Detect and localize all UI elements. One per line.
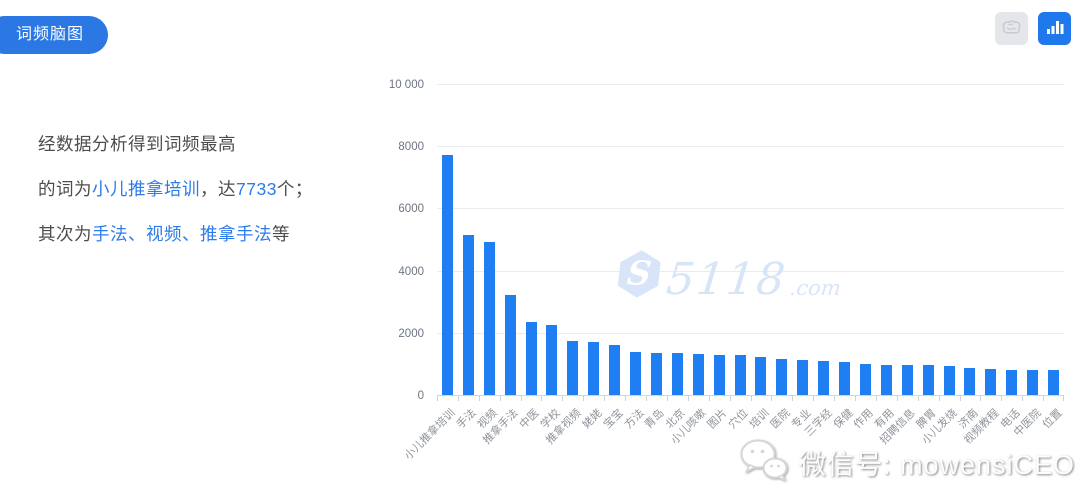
- x-axis-tick: [771, 396, 773, 401]
- text-segment: 的词为: [38, 179, 92, 199]
- bar[interactable]: [880, 364, 892, 395]
- bar[interactable]: [462, 234, 474, 395]
- bar[interactable]: [985, 368, 997, 395]
- bar[interactable]: [797, 360, 809, 395]
- bar[interactable]: [1027, 369, 1039, 395]
- gridline: [437, 332, 1064, 334]
- x-axis-tick: [666, 396, 668, 401]
- brain-icon: [1001, 19, 1022, 39]
- bar[interactable]: [525, 321, 537, 395]
- x-axis-tick: [457, 396, 459, 401]
- summary-line: 经数据分析得到词频最高: [38, 122, 313, 167]
- x-axis-tick: [499, 396, 501, 401]
- y-axis-label: 10 000: [388, 79, 424, 91]
- gridline: [437, 270, 1064, 272]
- wechat-watermark: 微信号: mowensiCEO: [738, 437, 1075, 488]
- bar[interactable]: [546, 325, 558, 395]
- bar-chart-view-button[interactable]: [1038, 12, 1071, 45]
- bar[interactable]: [609, 344, 621, 395]
- highlighted-keyword: 小儿推拿培训: [92, 179, 200, 199]
- bar[interactable]: [859, 363, 871, 395]
- highlighted-keyword: 手法、视频、推拿手法: [92, 224, 272, 244]
- x-axis-tick: [708, 396, 710, 401]
- summary-line: 其次为手法、视频、推拿手法等: [38, 212, 313, 257]
- bar[interactable]: [734, 354, 746, 395]
- x-axis-tick: [687, 396, 689, 401]
- y-axis-label: 4000: [398, 265, 424, 278]
- gridline: [437, 84, 1064, 85]
- x-axis-tick: [625, 396, 627, 401]
- x-axis-line: [437, 395, 1064, 396]
- x-axis-tick: [437, 396, 438, 401]
- x-axis-tick: [645, 396, 647, 401]
- analysis-summary: 经数据分析得到词频最高 的词为小儿推拿培训，达7733个； 其次为手法、视频、推拿手…: [38, 122, 313, 257]
- bar[interactable]: [713, 354, 725, 395]
- y-axis-label: 6000: [398, 203, 424, 216]
- wechat-icon: [738, 437, 790, 488]
- x-axis-tick: [854, 396, 856, 401]
- text-segment: 其次为: [38, 224, 92, 244]
- bar[interactable]: [922, 365, 934, 395]
- y-axis-label: 8000: [398, 141, 424, 154]
- summary-line: 的词为小儿推拿培训，达7733个；: [38, 167, 313, 212]
- x-axis-tick: [1043, 396, 1045, 401]
- x-axis-label: 位置: [1040, 407, 1065, 432]
- x-axis-tick: [959, 396, 961, 401]
- x-axis-tick: [1001, 396, 1003, 401]
- x-axis-tick: [750, 396, 752, 401]
- bar[interactable]: [1006, 369, 1018, 395]
- gridline: [437, 208, 1064, 210]
- x-axis-tick: [792, 396, 794, 401]
- brain-map-view-button[interactable]: [995, 12, 1028, 45]
- highlighted-keyword: 7733: [236, 179, 277, 199]
- y-axis-label: 2000: [398, 327, 424, 340]
- bar[interactable]: [504, 295, 516, 395]
- bar[interactable]: [755, 357, 767, 395]
- text-segment: ，达: [200, 179, 236, 199]
- bar[interactable]: [776, 358, 788, 395]
- x-axis-tick: [1022, 396, 1024, 401]
- x-axis-tick: [520, 396, 522, 401]
- bar[interactable]: [650, 352, 662, 395]
- gridline: [437, 146, 1064, 148]
- text-segment: 等: [272, 224, 290, 244]
- x-axis-tick: [562, 396, 564, 401]
- bar-chart-icon: [1046, 20, 1064, 38]
- x-axis-tick: [896, 396, 898, 401]
- panel-title-badge: 词频脑图: [0, 16, 109, 54]
- x-axis-tick: [1063, 396, 1064, 401]
- x-axis-tick: [917, 396, 919, 401]
- x-axis-tick: [875, 396, 877, 401]
- bar[interactable]: [901, 365, 913, 395]
- bar[interactable]: [483, 242, 495, 395]
- bar[interactable]: [567, 341, 579, 395]
- x-axis-label: 小儿推拿培训: [402, 407, 459, 463]
- x-axis-tick: [729, 396, 731, 401]
- view-toolbar: [995, 12, 1071, 45]
- bar[interactable]: [671, 353, 683, 395]
- bar[interactable]: [818, 361, 830, 395]
- bar-chart-plot-area: 0 2000 4000 6000 8000 10 000 小儿推拿培训 手法 视频 推拿手法 中医学…: [389, 79, 1064, 462]
- bar[interactable]: [1048, 370, 1060, 395]
- text-segment: 经数据分析得到词频最高: [38, 134, 236, 154]
- x-axis-tick: [834, 396, 836, 401]
- x-axis-tick: [938, 396, 940, 401]
- bar[interactable]: [630, 351, 642, 395]
- bar[interactable]: [943, 366, 955, 395]
- x-axis-tick: [583, 396, 585, 401]
- text-segment: 个；: [276, 179, 313, 199]
- x-axis-tick: [980, 396, 982, 401]
- x-axis-tick: [541, 396, 543, 401]
- wechat-id-label: 微信号: mowensiCEO: [799, 450, 1076, 480]
- x-axis-tick: [604, 396, 606, 401]
- bar[interactable]: [588, 341, 600, 395]
- bar[interactable]: [441, 154, 453, 395]
- y-axis-label: 0: [417, 390, 424, 402]
- bar[interactable]: [964, 367, 976, 395]
- bar[interactable]: [692, 353, 704, 395]
- x-axis-tick: [813, 396, 815, 401]
- x-axis-tick: [478, 396, 480, 401]
- bar[interactable]: [839, 362, 851, 395]
